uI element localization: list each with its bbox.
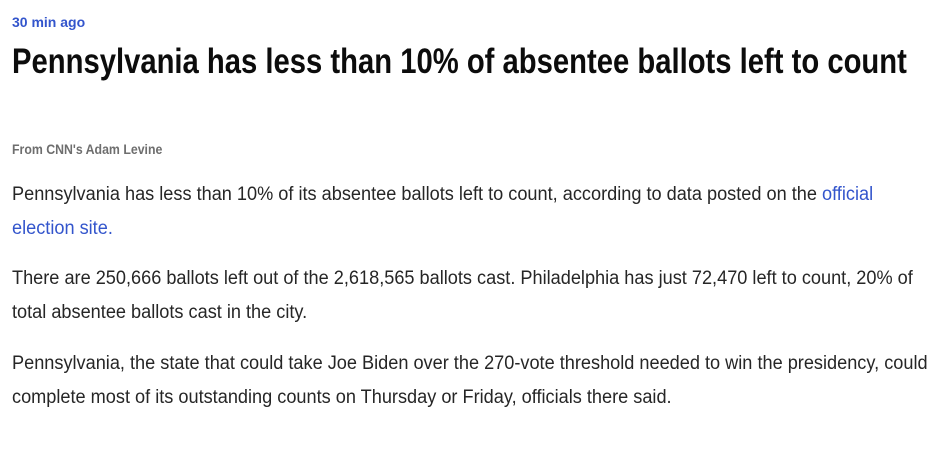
post-paragraph-3: Pennsylvania, the state that could take … <box>12 353 928 408</box>
post-byline: From CNN's Adam Levine <box>12 141 163 157</box>
post-paragraph-1: Pennsylvania has less than 10% of its ab… <box>12 178 931 246</box>
paragraph-1-text: Pennsylvania has less than 10% of its ab… <box>12 184 823 205</box>
post-paragraph-2: There are 250,666 ballots left out of th… <box>12 268 913 323</box>
official-election-site-link[interactable]: official election site. <box>12 184 874 239</box>
post-headline: Pennsylvania has less than 10% of absent… <box>12 42 907 81</box>
post-timestamp: 30 min ago <box>12 14 86 30</box>
